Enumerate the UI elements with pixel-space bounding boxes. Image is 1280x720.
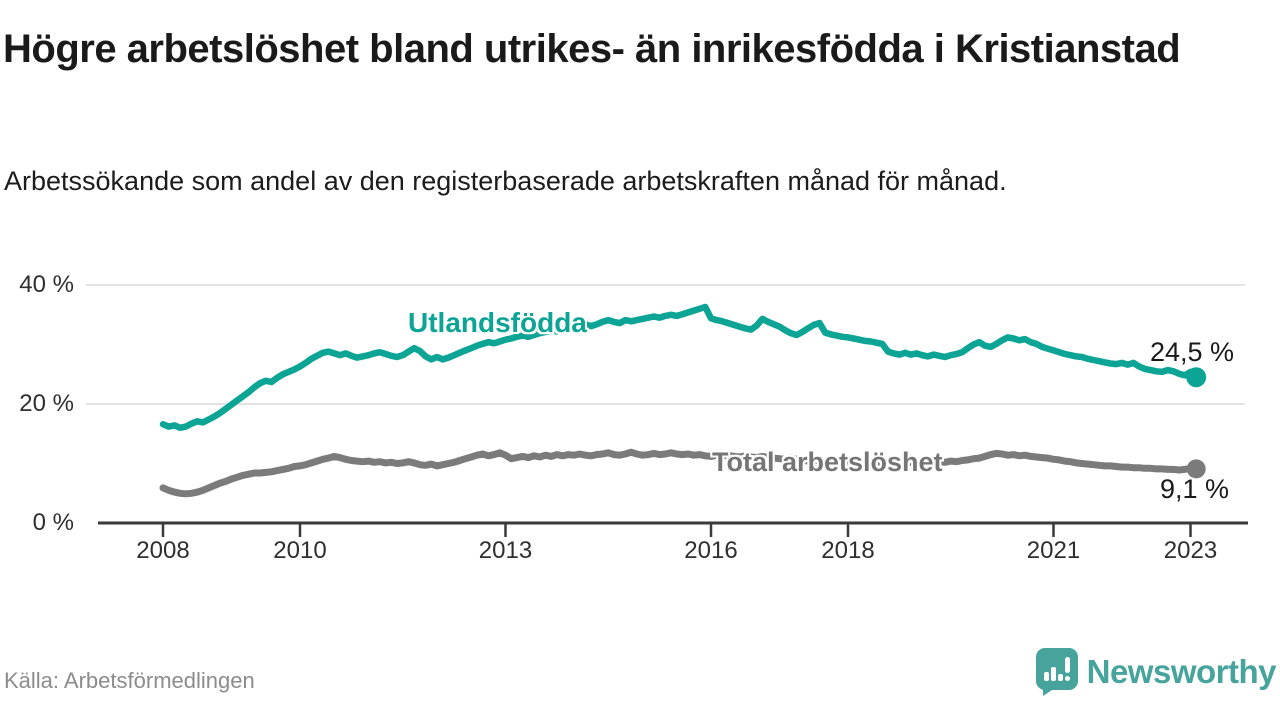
utlandsfodda-line [159,303,1200,432]
total-arbetsloshet-line [159,448,1200,498]
gridlines [86,284,1248,525]
chart-title: Högre arbetslöshet bland utrikes- än inr… [3,27,1181,71]
chart-subtitle: Arbetssökande som andel av den registerb… [4,166,1007,196]
x-axis-tick-label: 2023 [1163,537,1218,564]
x-axis-tick-label: 2008 [136,537,190,564]
series-label-total-arbetsloshet: Total arbetslöshet [712,447,943,477]
y-axis-label-0: 0 % [32,509,74,536]
x-axis-tick-label: 2010 [273,537,327,564]
y-axis-label-20: 20 % [19,390,74,417]
y-axis-label-40: 40 % [19,271,74,298]
newsworthy-logo-icon [1035,648,1078,696]
source-note: Källa: Arbetsförmedlingen [4,668,255,693]
x-axis-tick-label: 2018 [821,537,875,564]
end-value-label-total: 9,1 % [1160,474,1230,504]
x-axis-tick-label: 2021 [1026,537,1081,564]
newsworthy-wordmark: Newsworthy [1086,653,1277,690]
axis-ticks [161,524,1192,537]
utlandsfodda-end-dot [1186,367,1207,388]
x-axis-tick-label: 2013 [478,537,533,564]
x-axis-tick-label: 2016 [684,537,738,564]
end-value-label-utlandsfodda: 24,5 % [1150,337,1235,367]
total-arbetsloshet-end-dot [1186,459,1206,479]
newsworthy-logo[interactable]: Newsworthy [1035,648,1277,696]
series-label-utlandsfodda: Utlandsfödda [408,307,587,338]
